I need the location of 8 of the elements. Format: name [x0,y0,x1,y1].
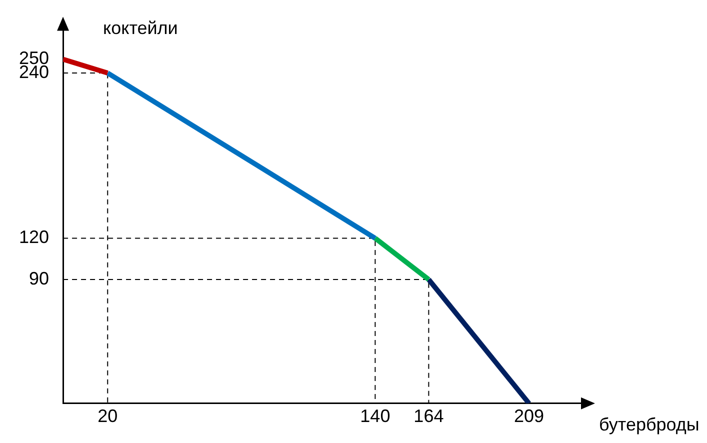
x-tick-label: 209 [514,406,544,426]
y-tick-label: 120 [18,227,50,248]
x-axis-title: бутерброды [599,414,700,434]
x-tick-label: 164 [414,406,444,426]
x-tick-label: 140 [360,406,390,426]
x-tick-label: 20 [98,406,118,426]
y-axis-title: коктейли [103,18,178,38]
y-tick-label: 90 [29,268,50,288]
